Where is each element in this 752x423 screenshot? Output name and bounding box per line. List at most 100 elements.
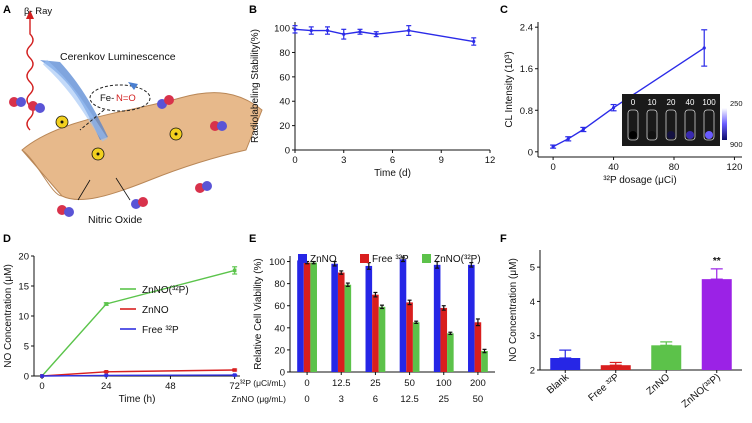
no-molecule-icon [131,197,148,209]
y-tick-label: 60 [274,301,285,312]
y-tick-label: 5 [24,342,29,353]
y-tick-label: 20 [279,121,290,132]
y-tick-label: 10 [18,312,29,323]
bar [378,306,386,372]
well-label: 0 [631,98,636,107]
y-tick-label: 0 [528,147,533,158]
y-tick-label: 100 [269,257,285,268]
well-label: 100 [702,98,716,107]
x-tick-label-secondary: 12.5 [400,394,419,405]
y-tick-label: 60 [279,72,290,83]
data-point [293,27,297,31]
legend-label: ZnNO [310,254,337,265]
bar [550,358,581,370]
data-point [309,28,313,33]
panel-b-letter: B [249,4,257,16]
tube-glow [705,131,713,139]
x-tick-label: 9 [439,155,444,166]
no-molecule-icon [28,101,45,113]
y-tick-label: 2 [530,366,535,377]
cl-image-inset: 0 10 20 40 100 250 900 [622,94,743,149]
panel-a-letter: A [3,4,11,16]
fe-label: Fe- [100,93,114,104]
no-molecule-icon [9,97,26,107]
bar [474,322,482,372]
membrane-edge [21,149,63,197]
data-point [40,374,44,378]
tube-outline [703,109,715,141]
y-tick-label: 80 [274,279,285,290]
beta-ray-arrowhead [26,10,34,19]
well-label: 40 [686,98,695,107]
panel-c: C 0 0.8 1.6 2.4 0 40 80 120 ³²P dosage (μCi) CL I… [500,4,743,186]
panel-f: F 2 3 4 5 NO Concentration (μM) Blank Free ³²P… [500,233,742,410]
x-tick-label: Free ³²P [587,372,622,404]
bar [297,260,304,372]
data-point [407,28,411,33]
tube-glow [629,131,637,139]
x-axis-label: ³²P dosage (μCi) [603,175,676,186]
bar [468,264,475,372]
x-tick-label: 0 [550,162,555,173]
cerenkov-glow [42,59,108,142]
x-axis-label: Time (d) [374,168,411,179]
no-molecule-icon [195,181,212,193]
bubble-line [79,109,105,131]
data-point [325,28,330,33]
release-arrow [77,179,91,201]
x-tick-label: 0 [304,378,309,389]
tube-outline [665,109,677,141]
significance-annotation: ** [713,256,721,267]
x-tick-label-secondary: 0 [304,394,309,405]
data-point [342,32,346,36]
panel-d-letter: D [3,233,11,245]
legend-label: ZnNO(³²P) [434,254,481,265]
well-label: 10 [648,98,657,107]
x-tick-label: 0 [292,155,297,166]
panel-e-letter: E [249,233,256,245]
y-tick-label: 0 [280,368,285,379]
series-line [294,28,474,43]
bar [406,302,413,372]
x-tick-label-secondary: 25 [438,394,449,405]
beta-ray-label: β- Ray [24,6,52,17]
x-tick-label: 80 [669,162,680,173]
no-molecule-icon [57,205,74,217]
nitric-oxide-schematic: β- Ray Cerenkov Luminescence Fe- N=O [9,6,263,226]
colorbar-max-label: 250 [730,99,743,108]
colorbar-min-label: 900 [730,140,743,149]
y-tick-label: 1.6 [520,64,533,75]
x-tick-label: 6 [390,155,395,166]
chart-no-concentration: 2 3 4 5 NO Concentration (μM) Blank Free ³²P Zn… [508,250,742,410]
data-point [104,302,109,306]
bar [447,333,454,372]
fe-no-bubble [89,84,151,112]
data-point [702,46,706,50]
colorbar [722,108,727,140]
data-point [358,30,362,34]
y-tick-label: 80 [279,48,290,59]
chart-no-release: 0 5 10 15 20 0 24 48 72 Time (h) NO Concentration … [3,252,240,405]
y-tick-label: 5 [530,263,535,274]
x-tick-label: 50 [404,378,415,389]
y-tick-label: 4 [530,297,535,308]
bar [440,307,448,372]
legend: ZnNO Free ³²P ZnNO(³²P) [298,254,481,265]
y-axis-label: Radiolabeling Stability(%) [250,29,261,143]
panel-b: B 0 20 40 60 80 100 0 3 6 9 12 Time (d) Radiolabelin… [249,4,495,179]
y-axis-label: Relative Cell Viability (%) [253,258,264,370]
cell-membrane [21,92,263,201]
cerenkov-label: Cerenkov Luminescence [60,51,176,63]
x-tick-label-secondary: 50 [473,394,484,405]
x-tick-label: ZnNO [645,372,673,398]
x-tick-label: Blank [545,371,572,396]
no-molecule-icon [210,121,227,131]
data-point [374,32,378,36]
well-label: 20 [667,98,676,107]
legend-label: Free ³²P [142,325,179,336]
bar [399,259,407,372]
legend: ZnNO(³²P) ZnNO Free ³²P [120,285,189,336]
data-point [472,39,476,44]
